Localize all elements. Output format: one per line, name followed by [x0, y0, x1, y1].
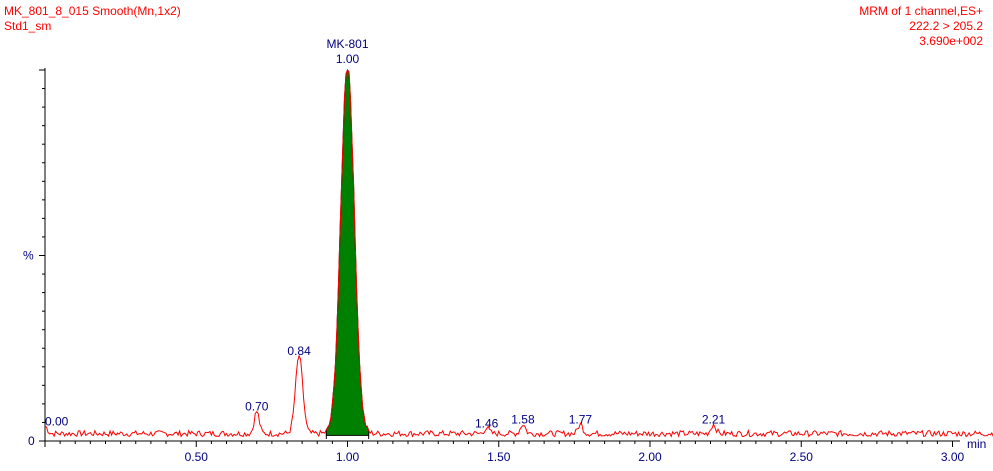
- peak-label: 1.77: [569, 413, 593, 427]
- chart-title: MK_801_8_015 Smooth(Mn,1x2): [4, 4, 181, 18]
- integrated-peak-area: [325, 68, 370, 439]
- integrated-peak-fill: [325, 68, 370, 436]
- peak-label: 2.21: [702, 413, 726, 427]
- peak-labels: 0.000.700.841.001.461.581.772.213.323.52…: [45, 37, 726, 430]
- peak-label: 1.58: [511, 413, 535, 427]
- peak-label: 0.84: [287, 344, 311, 358]
- peak-label: 1.00: [336, 52, 360, 66]
- x-tick-label: 1.50: [487, 450, 511, 464]
- chromatogram-trace: [44, 68, 993, 438]
- x-tick-label: 2.00: [638, 450, 662, 464]
- x-axis-label: min: [967, 437, 986, 451]
- x-tick-label: 0.50: [185, 450, 209, 464]
- peak-label: 1.46: [475, 416, 499, 430]
- x-tick-label: 3.00: [941, 450, 965, 464]
- compound-label: MK-801: [326, 37, 368, 51]
- chart-axes: 0.501.001.502.002.503.003.504.004.505.00…: [23, 68, 986, 464]
- x-tick-label: 1.00: [336, 450, 360, 464]
- chromatogram-line: [44, 68, 993, 438]
- chart-subtitle: Std1_sm: [4, 19, 52, 33]
- intensity-info: 3.690e+002: [919, 34, 983, 48]
- peak-label: 0.00: [45, 415, 69, 429]
- channel-info: MRM of 1 channel,ES+: [859, 4, 983, 18]
- peak-label: 0.70: [245, 400, 269, 414]
- y-tick-label: 0: [28, 434, 35, 448]
- chart-header-left: MK_801_8_015 Smooth(Mn,1x2) Std1_sm: [4, 4, 181, 34]
- chart-header-right: MRM of 1 channel,ES+ 222.2 > 205.2 3.690…: [859, 4, 983, 49]
- transition-info: 222.2 > 205.2: [909, 19, 983, 33]
- x-tick-label: 2.50: [790, 450, 814, 464]
- y-axis-label: %: [23, 249, 34, 263]
